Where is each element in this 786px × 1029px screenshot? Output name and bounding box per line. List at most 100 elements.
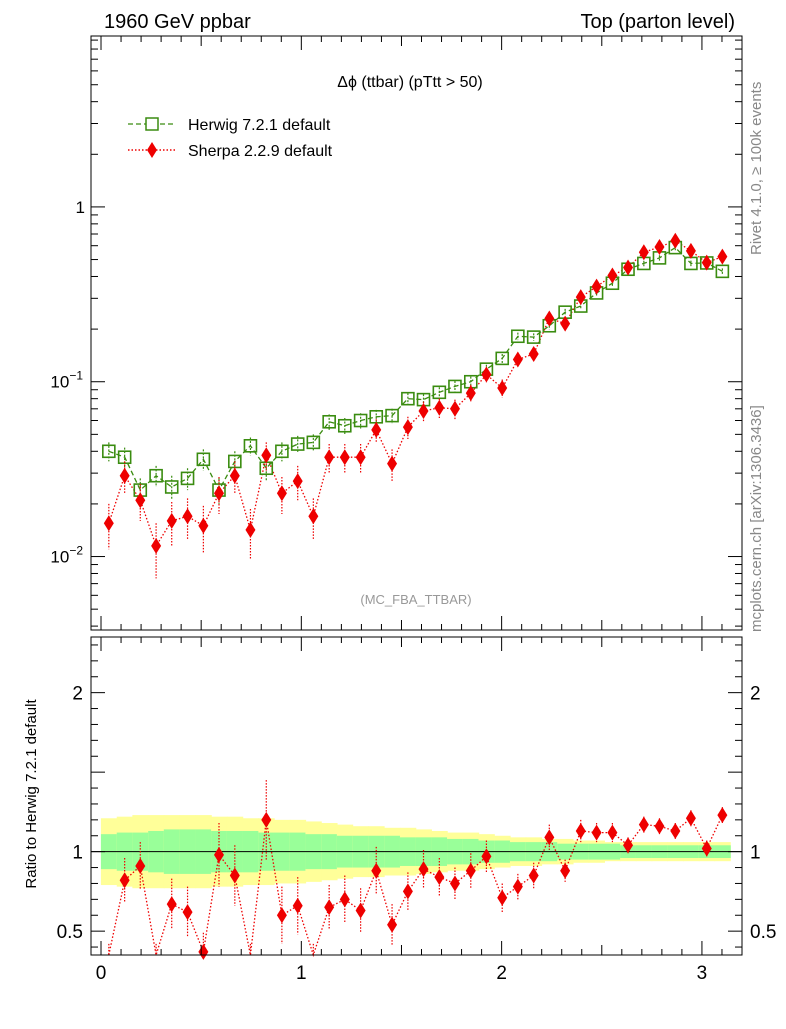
ratio-point bbox=[355, 902, 366, 919]
ratio-point bbox=[418, 861, 429, 878]
herwig-point bbox=[306, 435, 321, 450]
ratio-point bbox=[166, 896, 177, 913]
herwig-point bbox=[322, 414, 336, 429]
sherpa-point bbox=[497, 380, 508, 397]
sherpa-point bbox=[292, 473, 303, 490]
sherpa-point bbox=[355, 449, 366, 466]
ratio-frame bbox=[90, 636, 743, 956]
legend-sherpa-label: Sherpa 2.2.9 default bbox=[188, 143, 333, 160]
sherpa-point bbox=[198, 517, 209, 534]
sherpa-point bbox=[701, 254, 712, 271]
ratio-point bbox=[544, 829, 555, 846]
main-panel: Δϕ (ttbar) (pTtt > 50) (MC_FBA_TTBAR) 1 1… bbox=[50, 35, 743, 631]
sherpa-point bbox=[481, 366, 492, 383]
herwig-point bbox=[353, 413, 368, 428]
sherpa-point bbox=[607, 267, 618, 284]
sherpa-point bbox=[261, 447, 272, 464]
sherpa-point bbox=[717, 248, 728, 265]
sherpa-point bbox=[135, 492, 146, 509]
herwig-point bbox=[117, 450, 132, 465]
ratio-point bbox=[685, 810, 696, 827]
ratio-point bbox=[371, 862, 382, 879]
ratio-point bbox=[481, 848, 492, 865]
sherpa-point bbox=[449, 400, 460, 417]
ratio-point bbox=[292, 897, 303, 914]
ratio-point bbox=[465, 862, 476, 879]
herwig-point bbox=[432, 385, 447, 400]
legend: Herwig 7.2.1 default Sherpa 2.2.9 defaul… bbox=[128, 117, 333, 160]
main-ytick-label: 10−1 bbox=[50, 369, 83, 392]
sherpa-point bbox=[151, 537, 162, 554]
main-ytick-label: 10−2 bbox=[50, 544, 83, 567]
rivet-label: Rivet 4.1.0, ≥ 100k events bbox=[748, 82, 765, 255]
ratio-point bbox=[449, 875, 460, 892]
herwig-point bbox=[180, 471, 195, 486]
ratio-point bbox=[607, 824, 618, 841]
herwig-point bbox=[715, 264, 730, 279]
sherpa-point bbox=[560, 315, 571, 332]
header-right: Top (parton level) bbox=[580, 11, 735, 33]
herwig-point bbox=[196, 452, 211, 467]
ratio-xtick-label: 1 bbox=[296, 963, 307, 984]
ratio-point bbox=[528, 867, 539, 884]
ratio-point bbox=[623, 837, 634, 854]
herwig-point bbox=[275, 444, 289, 459]
herwig-line bbox=[108, 246, 723, 492]
ratio-ytick-label-right: 1 bbox=[750, 843, 761, 864]
herwig-point bbox=[243, 439, 258, 453]
sherpa-point bbox=[402, 419, 413, 436]
sherpa-point bbox=[670, 232, 681, 249]
herwig-point bbox=[337, 418, 352, 433]
sherpa-point bbox=[339, 449, 350, 466]
ratio-point bbox=[701, 840, 712, 857]
sherpa-point bbox=[182, 508, 193, 525]
herwig-point bbox=[526, 330, 541, 344]
sherpa-point bbox=[654, 238, 665, 255]
herwig-point bbox=[290, 437, 305, 451]
sherpa-point bbox=[528, 346, 539, 363]
ratio-point bbox=[276, 907, 287, 924]
header-left: 1960 GeV ppbar bbox=[104, 11, 251, 33]
ratio-point bbox=[402, 883, 413, 900]
ratio-ytick-label-left: 1 bbox=[72, 843, 83, 864]
ratio-ytick-label-left: 0.5 bbox=[57, 922, 83, 943]
sherpa-point bbox=[623, 259, 634, 276]
sherpa-point bbox=[324, 449, 335, 466]
ratio-ytick-label-left: 2 bbox=[72, 684, 83, 705]
ratio-point bbox=[387, 916, 398, 933]
herwig-point bbox=[401, 391, 415, 406]
ratio-xtick-label: 3 bbox=[697, 963, 708, 984]
herwig-point bbox=[448, 379, 462, 394]
legend-herwig-marker bbox=[145, 117, 159, 131]
ratio-panel: 2 2 1 1 0.5 0.5 0 1 2 3 Ratio to Herwig 7.2.1 de… bbox=[23, 636, 776, 984]
sherpa-point bbox=[213, 485, 224, 502]
ratio-point bbox=[497, 889, 508, 906]
herwig-point bbox=[495, 351, 510, 366]
sherpa-point bbox=[387, 455, 398, 472]
main-series bbox=[102, 232, 730, 579]
ratio-point bbox=[591, 824, 602, 841]
ratio-point bbox=[434, 869, 445, 886]
sherpa-point bbox=[685, 242, 696, 259]
legend-herwig-label: Herwig 7.2.1 default bbox=[188, 117, 331, 134]
sherpa-point bbox=[229, 467, 240, 484]
analysis-watermark: (MC_FBA_TTBAR) bbox=[360, 592, 471, 607]
sherpa-point bbox=[434, 399, 445, 416]
ratio-point bbox=[213, 846, 224, 863]
herwig-point bbox=[511, 329, 525, 344]
ratio-y-label: Ratio to Herwig 7.2.1 default bbox=[23, 699, 40, 889]
ratio-point bbox=[182, 904, 193, 921]
main-ytick-label: 1 bbox=[76, 198, 85, 217]
ratio-point bbox=[229, 867, 240, 884]
sherpa-point bbox=[638, 244, 649, 261]
ratio-point bbox=[261, 811, 272, 828]
sherpa-point bbox=[591, 278, 602, 295]
sherpa-point bbox=[245, 521, 256, 538]
main-title: Δϕ (ttbar) (pTtt > 50) bbox=[337, 74, 482, 91]
sherpa-point bbox=[465, 385, 476, 402]
ratio-point bbox=[560, 862, 571, 879]
main-frame bbox=[90, 35, 743, 631]
sherpa-point bbox=[575, 289, 586, 306]
ratio-point bbox=[717, 807, 728, 824]
herwig-point bbox=[149, 468, 163, 483]
